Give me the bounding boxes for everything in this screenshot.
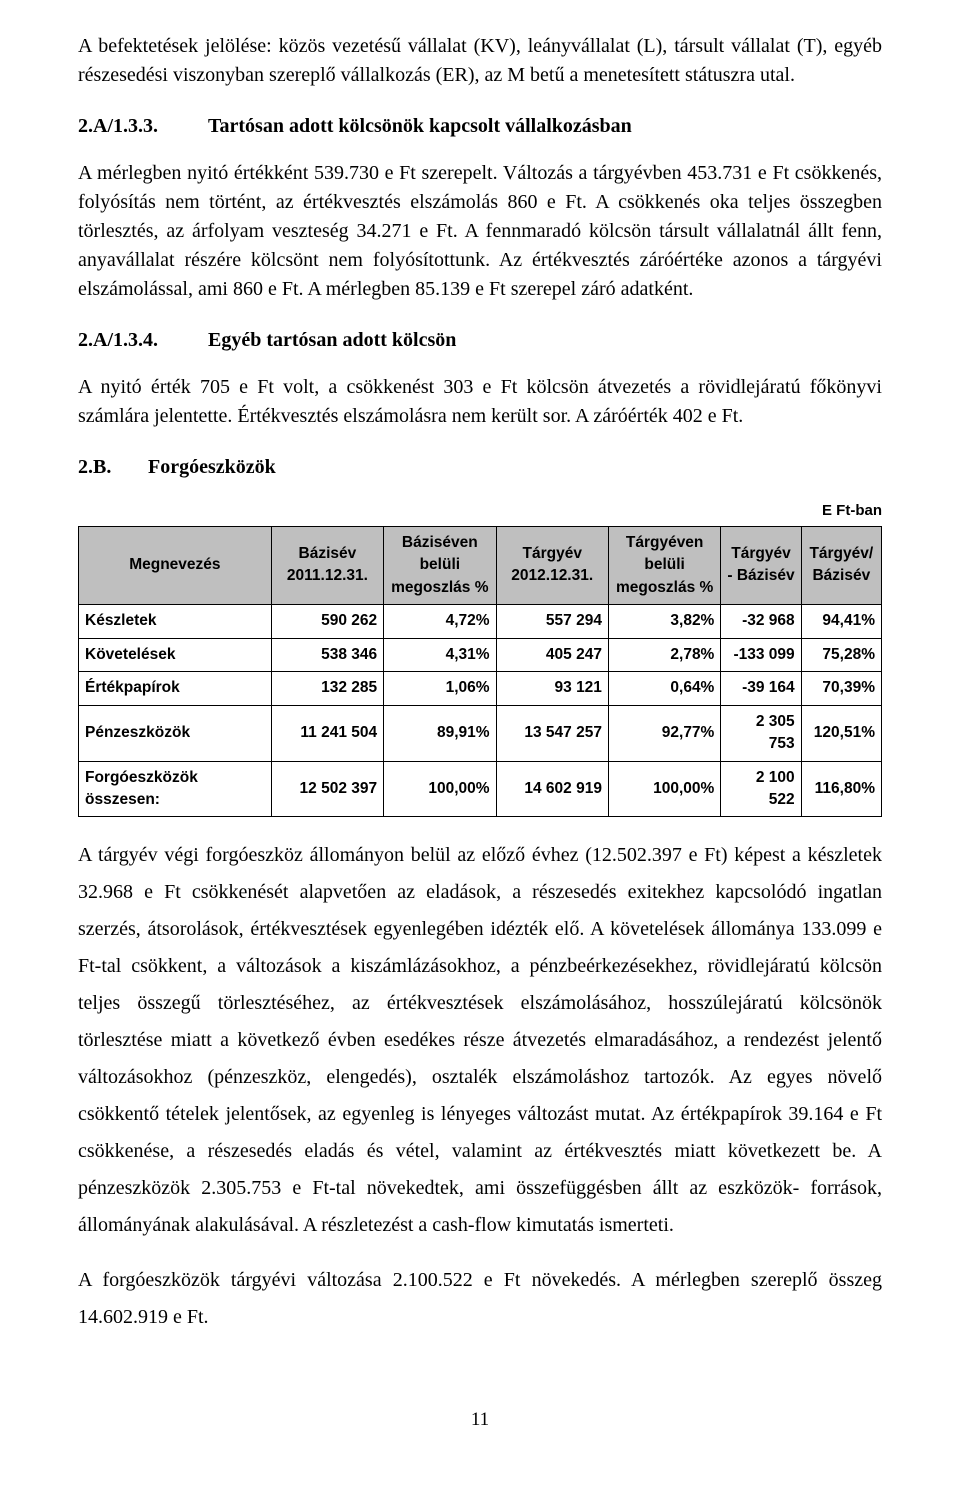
- intro-paragraph: A befektetések jelölése: közös vezetésű …: [78, 32, 882, 90]
- table-header: Tárgyév 2012.12.31.: [496, 526, 608, 604]
- table-cell: 132 285: [271, 672, 383, 705]
- table-cell: Készletek: [79, 605, 272, 638]
- heading-title: Tartósan adott kölcsönök kapcsolt vállal…: [208, 112, 632, 141]
- table-cell: 1,06%: [384, 672, 496, 705]
- para-2a134: A nyitó érték 705 e Ft volt, a csökkenés…: [78, 373, 882, 431]
- table-cell: 0,64%: [608, 672, 720, 705]
- post-paragraph-1: A tárgyév végi forgóeszköz állományon be…: [78, 837, 882, 1244]
- table-header: Tárgyév - Bázisév: [721, 526, 801, 604]
- heading-2a134: 2.A/1.3.4. Egyéb tartósan adott kölcsön: [78, 326, 882, 355]
- table-cell: 92,77%: [608, 705, 720, 761]
- table-header: Báziséven belüli megoszlás %: [384, 526, 496, 604]
- post-paragraph-2: A forgóeszközök tárgyévi változása 2.100…: [78, 1262, 882, 1336]
- para-2a133: A mérlegben nyitó értékként 539.730 e Ft…: [78, 159, 882, 304]
- table-cell: -39 164: [721, 672, 801, 705]
- table-header: Tárgyéven belüli megoszlás %: [608, 526, 720, 604]
- table-cell: 405 247: [496, 638, 608, 671]
- heading-2a133: 2.A/1.3.3. Tartósan adott kölcsönök kapc…: [78, 112, 882, 141]
- table-cell: 116,80%: [801, 761, 881, 817]
- table-cell: 2 100 522: [721, 761, 801, 817]
- table-cell: 100,00%: [608, 761, 720, 817]
- table-cell: 3,82%: [608, 605, 720, 638]
- table-cell: 538 346: [271, 638, 383, 671]
- table-cell: 11 241 504: [271, 705, 383, 761]
- table-cell: Pénzeszközök: [79, 705, 272, 761]
- table-unit-caption: E Ft-ban: [78, 500, 882, 522]
- table-cell: 75,28%: [801, 638, 881, 671]
- heading-title: Egyéb tartósan adott kölcsön: [208, 326, 456, 355]
- table-cell: 100,00%: [384, 761, 496, 817]
- table-cell: 2,78%: [608, 638, 720, 671]
- page-number: 11: [78, 1406, 882, 1434]
- table-cell: -133 099: [721, 638, 801, 671]
- table-header: Tárgyév/ Bázisév: [801, 526, 881, 604]
- table-row: Forgóeszközök összesen:12 502 397100,00%…: [79, 761, 882, 817]
- heading-title: Forgóeszközök: [148, 453, 276, 482]
- table-cell: 14 602 919: [496, 761, 608, 817]
- table-cell: 590 262: [271, 605, 383, 638]
- table-cell: 557 294: [496, 605, 608, 638]
- table-cell: 4,72%: [384, 605, 496, 638]
- table-cell: 89,91%: [384, 705, 496, 761]
- table-row: Készletek590 2624,72%557 2943,82%-32 968…: [79, 605, 882, 638]
- table-cell: Forgóeszközök összesen:: [79, 761, 272, 817]
- heading-number: 2.A/1.3.3.: [78, 112, 208, 141]
- table-cell: 4,31%: [384, 638, 496, 671]
- table-header: Megnevezés: [79, 526, 272, 604]
- heading-2b: 2.B. Forgóeszközök: [78, 453, 882, 482]
- table-cell: 13 547 257: [496, 705, 608, 761]
- table-cell: 94,41%: [801, 605, 881, 638]
- table-row: Pénzeszközök11 241 50489,91%13 547 25792…: [79, 705, 882, 761]
- heading-number: 2.B.: [78, 453, 148, 482]
- table-cell: -32 968: [721, 605, 801, 638]
- forgoeszkozok-table: MegnevezésBázisév 2011.12.31.Báziséven b…: [78, 526, 882, 818]
- table-cell: 93 121: [496, 672, 608, 705]
- heading-number: 2.A/1.3.4.: [78, 326, 208, 355]
- table-row: Követelések538 3464,31%405 2472,78%-133 …: [79, 638, 882, 671]
- table-cell: 120,51%: [801, 705, 881, 761]
- table-cell: Értékpapírok: [79, 672, 272, 705]
- table-row: Értékpapírok132 2851,06%93 1210,64%-39 1…: [79, 672, 882, 705]
- table-cell: 12 502 397: [271, 761, 383, 817]
- table-cell: 2 305 753: [721, 705, 801, 761]
- table-cell: Követelések: [79, 638, 272, 671]
- table-header: Bázisév 2011.12.31.: [271, 526, 383, 604]
- table-cell: 70,39%: [801, 672, 881, 705]
